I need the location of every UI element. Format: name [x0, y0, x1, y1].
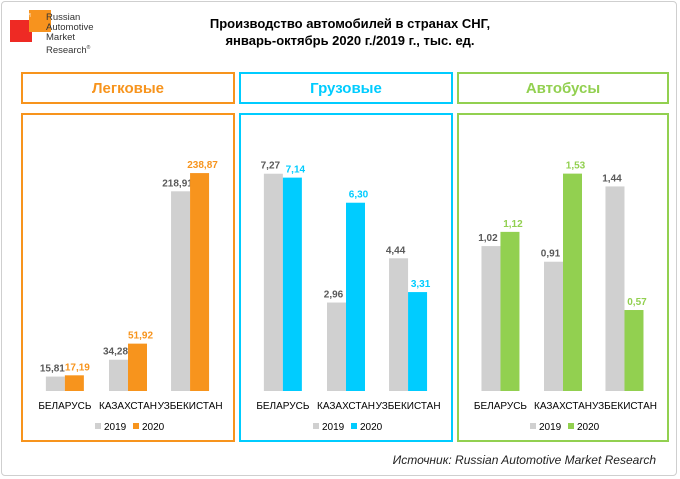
category-label-passenger-0: БЕЛАРУСЬ [38, 401, 91, 412]
data-label-passenger-2019-2: 218,91 [162, 178, 193, 189]
bar-buses-2020-1 [563, 173, 582, 391]
data-label-buses-2020-2: 0,57 [627, 297, 647, 308]
bar-trucks-2020-0 [282, 177, 302, 391]
bar-trucks-2020-1 [346, 202, 365, 391]
legend-swatch-buses-2020 [568, 423, 574, 429]
bar-passenger-2020-2 [190, 173, 210, 391]
logo-abbr: НАПИ [16, 13, 31, 19]
bar-trucks-2019-1 [327, 302, 346, 391]
bar-passenger-2019-2 [171, 191, 191, 391]
bar-buses-2019-0 [481, 246, 501, 391]
data-label-passenger-2019-1: 34,28 [103, 347, 128, 358]
data-label-trucks-2019-1: 2,96 [324, 290, 344, 301]
data-label-buses-2019-2: 1,44 [602, 173, 622, 184]
legend-swatch-buses-2019 [530, 423, 536, 429]
legend-label-trucks-2019: 2019 [322, 422, 345, 433]
logo: НАПИ Russian Automotive Market Research® [8, 8, 98, 68]
legend-swatch-passenger-2019 [95, 423, 101, 429]
panel-header-trucks: Грузовые [239, 72, 453, 104]
logo-line: Automotive [46, 22, 94, 33]
category-label-trucks-2: УЗБЕКИСТАН [376, 401, 441, 412]
legend-swatch-trucks-2020 [351, 423, 357, 429]
data-label-passenger-2019-0: 15,81 [40, 364, 65, 375]
bar-buses-2020-0 [500, 231, 520, 391]
legend-label-buses-2020: 2020 [577, 422, 600, 433]
data-label-buses-2020-0: 1,12 [503, 219, 523, 230]
data-label-trucks-2020-1: 6,30 [349, 190, 369, 201]
legend-label-trucks-2020: 2020 [360, 422, 383, 433]
category-label-passenger-2: УЗБЕКИСТАН [158, 401, 223, 412]
data-label-trucks-2020-0: 7,14 [286, 165, 306, 176]
category-label-passenger-1: КАЗАХСТАН [99, 401, 157, 412]
data-label-passenger-2020-2: 238,87 [187, 160, 218, 171]
legend-swatch-passenger-2020 [133, 423, 139, 429]
title-line-1: Производство автомобилей в странах СНГ, [209, 16, 491, 31]
bar-trucks-2020-2 [408, 292, 428, 391]
category-label-buses-0: БЕЛАРУСЬ [474, 401, 527, 412]
data-label-trucks-2020-2: 3,31 [411, 279, 431, 290]
legend-swatch-trucks-2019 [313, 423, 319, 429]
category-label-buses-1: КАЗАХСТАН [534, 401, 592, 412]
logo-orange-square [29, 10, 51, 32]
source-note: Источник: Russian Automotive Market Rese… [392, 453, 656, 467]
logo-line: Research® [46, 45, 91, 57]
data-label-trucks-2019-2: 4,44 [386, 245, 406, 256]
logo-red-square [10, 20, 32, 42]
bar-passenger-2020-1 [128, 343, 147, 391]
logo-line: Russian [46, 12, 81, 23]
bar-buses-2020-2 [624, 310, 644, 391]
data-label-buses-2019-0: 1,02 [478, 233, 498, 244]
panel-header-buses: Автобусы [457, 72, 669, 104]
chart-title: Производство автомобилей в странах СНГ, … [150, 15, 550, 49]
bar-passenger-2020-0 [64, 375, 84, 391]
panel-buses [457, 113, 669, 442]
data-label-buses-2020-1: 1,53 [566, 161, 586, 172]
bar-trucks-2019-0 [263, 173, 283, 391]
category-label-trucks-0: БЕЛАРУСЬ [256, 401, 309, 412]
bar-passenger-2019-1 [109, 359, 128, 391]
title-line-2: январь-октябрь 2020 г./2019 г., тыс. ед. [225, 33, 475, 48]
bar-passenger-2019-0 [45, 376, 65, 391]
legend-label-passenger-2019: 2019 [104, 422, 127, 433]
bar-buses-2019-2 [605, 186, 625, 391]
panel-passenger [21, 113, 235, 442]
data-label-passenger-2020-1: 51,92 [128, 331, 153, 342]
logo-line: Market [46, 32, 76, 43]
logo-text: Russian Automotive Market Research® [46, 13, 94, 56]
bar-trucks-2019-2 [389, 258, 409, 391]
panel-header-passenger: Легковые [21, 72, 235, 104]
legend-label-passenger-2020: 2020 [142, 422, 165, 433]
category-label-buses-2: УЗБЕКИСТАН [592, 401, 657, 412]
bar-buses-2019-1 [544, 261, 563, 391]
category-label-trucks-1: КАЗАХСТАН [317, 401, 375, 412]
legend-label-buses-2019: 2019 [539, 422, 562, 433]
panel-trucks [239, 113, 453, 442]
data-label-buses-2019-1: 0,91 [541, 249, 561, 260]
data-label-passenger-2020-0: 17,19 [65, 362, 90, 373]
data-label-trucks-2019-0: 7,27 [261, 161, 281, 172]
